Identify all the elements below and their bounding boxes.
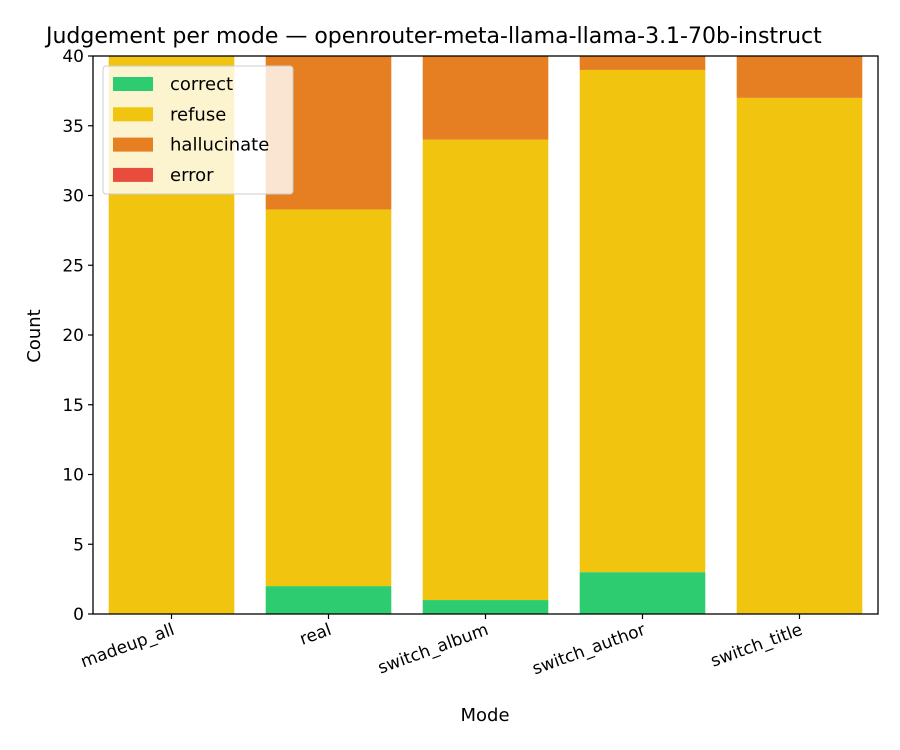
y-tick-label: 20 xyxy=(62,326,84,346)
plot-area xyxy=(108,56,863,614)
bar-hallucinate-switch-author xyxy=(579,56,706,70)
legend-swatch-hallucinate xyxy=(113,137,153,152)
legend-label-hallucinate: hallucinate xyxy=(170,135,269,156)
bar-refuse-switch-title xyxy=(736,97,863,614)
bar-correct-switch-author xyxy=(579,572,706,614)
x-tick-label-switch-album: switch_album xyxy=(375,620,491,678)
y-tick-label: 5 xyxy=(73,535,84,555)
bar-hallucinate-switch-album xyxy=(422,56,549,140)
y-tick-label: 40 xyxy=(62,47,84,67)
y-tick-label: 10 xyxy=(62,466,84,486)
x-tick-label-real: real xyxy=(297,620,334,650)
x-tick-label-switch-author: switch_author xyxy=(530,620,648,679)
x-axis-label: Mode xyxy=(460,705,509,726)
legend-swatch-correct xyxy=(113,77,153,91)
x-axis: madeup_all real switch_album switch_author s… xyxy=(78,614,805,679)
legend-box xyxy=(102,65,294,195)
legend-swatch-error xyxy=(113,167,153,182)
y-tick-label: 30 xyxy=(62,187,84,207)
bar-correct-real xyxy=(265,586,392,614)
y-tick-label: 25 xyxy=(62,256,84,276)
legend-label-error: error xyxy=(170,165,214,186)
x-tick-label-madeup-all: madeup_all xyxy=(78,620,177,672)
y-tick-label: 35 xyxy=(62,117,84,137)
bar-correct-switch-album xyxy=(422,600,549,614)
chart-title: Judgement per mode — openrouter-meta-lla… xyxy=(44,24,822,49)
y-tick-label: 0 xyxy=(73,605,84,625)
y-axis-label: Count xyxy=(24,309,45,362)
x-tick-label-switch-title: switch_title xyxy=(708,620,805,672)
legend: correct refuse hallucinate error xyxy=(102,65,294,195)
bar-refuse-real xyxy=(265,209,392,587)
y-tick-label: 15 xyxy=(62,396,84,416)
legend-label-refuse: refuse xyxy=(170,104,226,125)
bar-hallucinate-switch-title xyxy=(736,56,863,98)
legend-swatch-refuse xyxy=(113,107,153,122)
bar-refuse-switch-album xyxy=(422,139,549,601)
bar-refuse-switch-author xyxy=(579,69,706,573)
legend-label-correct: correct xyxy=(170,74,233,95)
y-axis: 0 5 10 15 20 25 30 35 40 xyxy=(62,47,93,625)
